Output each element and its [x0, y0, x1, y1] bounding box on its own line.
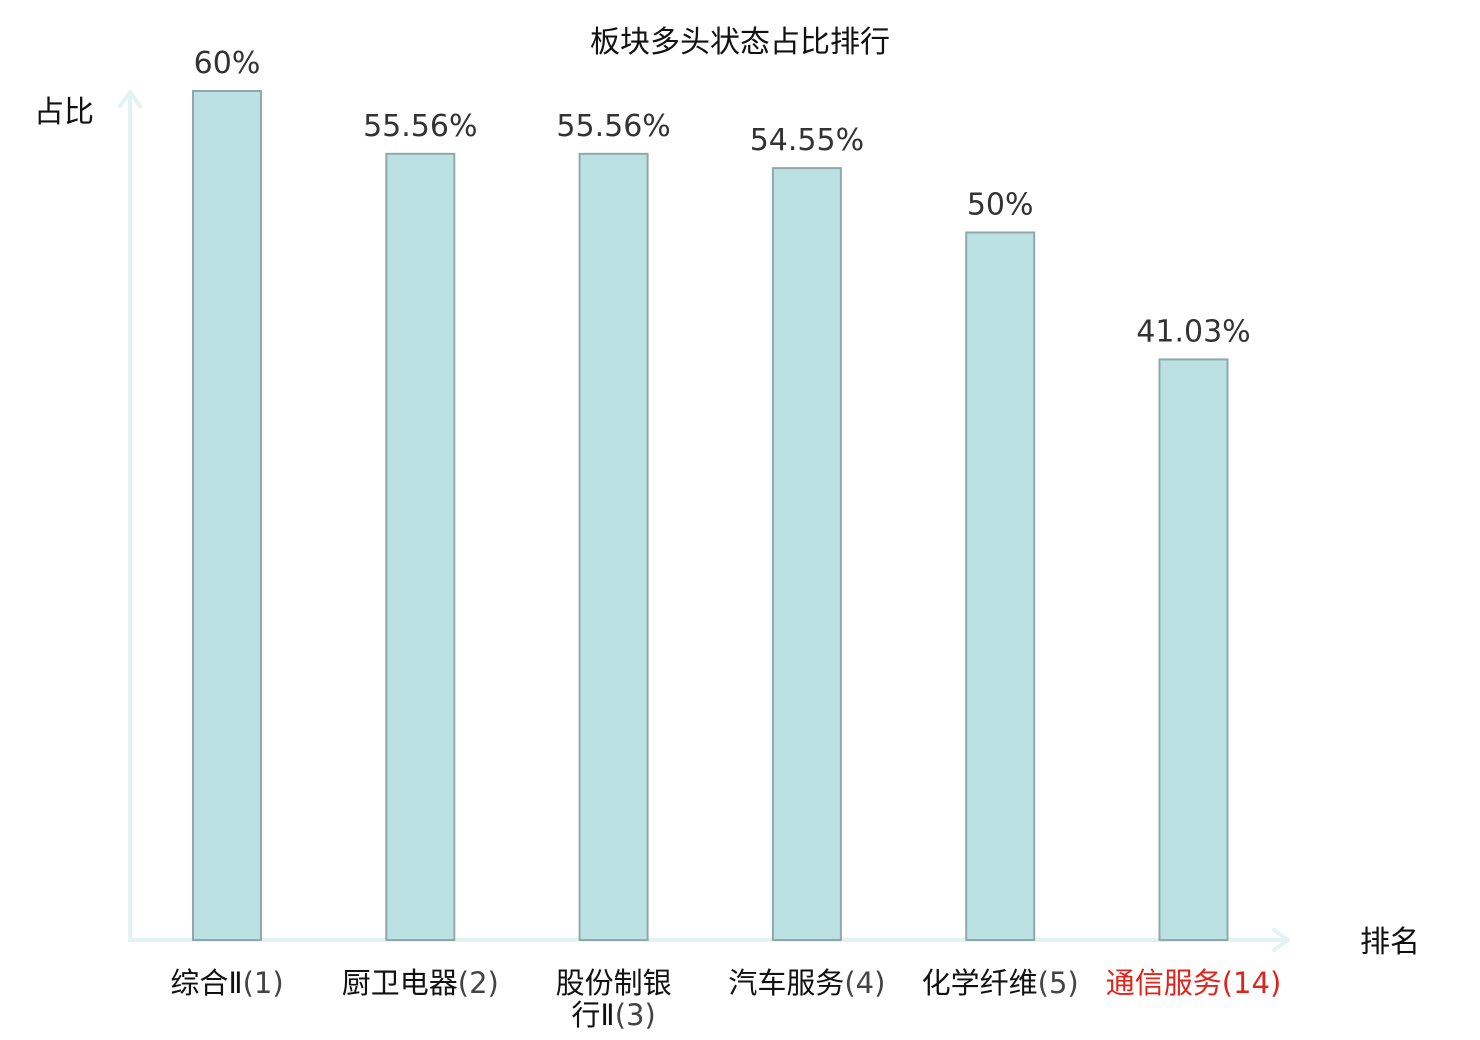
category-label-6: 通信服务(14) — [1106, 966, 1282, 1000]
x-axis-line — [128, 928, 1290, 952]
bar-2 — [385, 152, 456, 942]
category-label-2: 厨卫电器(2) — [342, 966, 499, 1000]
category-label-1: 综合Ⅱ(1) — [170, 966, 283, 1000]
bar-5 — [965, 231, 1036, 941]
bar-4 — [771, 167, 842, 941]
value-labels: 60% 55.56% 55.56% 54.55% 50% 41.03% — [194, 46, 1251, 349]
bar-6 — [1158, 358, 1229, 942]
category-label-3: 股份制银行Ⅱ(3) — [556, 966, 672, 1032]
bars — [192, 90, 1229, 942]
bar-1 — [192, 90, 262, 941]
value-label-5: 50% — [967, 188, 1034, 223]
chart-title: 板块多头状态占比排行 — [590, 25, 890, 60]
bar-3 — [578, 152, 649, 942]
y-axis-line — [118, 90, 142, 942]
value-label-2: 55.56% — [363, 109, 477, 144]
x-axis-label: 排名 — [1360, 925, 1420, 960]
value-label-3: 55.56% — [556, 109, 670, 144]
value-label-1: 60% — [194, 46, 261, 81]
category-label-5: 化学纤维(5) — [922, 966, 1079, 1000]
axes — [118, 90, 1290, 952]
category-label-4: 汽车服务(4) — [728, 966, 885, 1000]
category-labels: 综合Ⅱ(1) 厨卫电器(2) 股份制银行Ⅱ(3) 汽车服务(4) 化学纤维(5) 通信服务… — [170, 966, 1281, 1032]
y-axis-label: 占比 — [34, 95, 94, 130]
value-label-4: 54.55% — [750, 123, 864, 158]
value-label-6: 41.03% — [1136, 314, 1250, 349]
